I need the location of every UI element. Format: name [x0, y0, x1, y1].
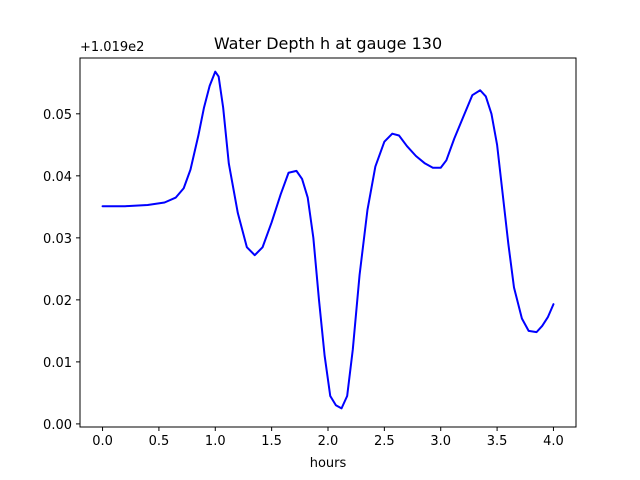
chart-title: Water Depth h at gauge 130 [214, 34, 442, 53]
x-tick-label: 0.0 [92, 434, 113, 449]
x-tick-label: 3.0 [430, 434, 451, 449]
x-axis-ticks: 0.0 0.5 1.0 1.5 2.0 2.5 3.0 3.5 4.0 [92, 427, 564, 449]
y-tick-label: 0.01 [43, 356, 72, 371]
x-tick-label: 0.5 [149, 434, 170, 449]
x-tick-label: 1.0 [205, 434, 226, 449]
x-tick-label: 2.0 [318, 434, 339, 449]
plot-frame [79, 57, 577, 428]
y-tick-label: 0.03 [43, 232, 72, 247]
x-tick-label: 4.0 [543, 434, 564, 449]
y-tick-label: 0.02 [43, 294, 72, 309]
y-axis-offset-text: +1.019e2 [80, 40, 144, 55]
y-tick-label: 0.00 [43, 418, 72, 433]
y-axis-ticks: 0.00 0.01 0.02 0.03 0.04 0.05 [43, 108, 80, 433]
x-axis-label: hours [310, 456, 347, 471]
y-tick-label: 0.05 [43, 108, 72, 123]
series-line [101, 70, 555, 410]
x-tick-label: 1.5 [261, 434, 282, 449]
x-tick-label: 3.5 [487, 434, 508, 449]
x-tick-label: 2.5 [374, 434, 395, 449]
y-tick-label: 0.04 [43, 170, 72, 185]
